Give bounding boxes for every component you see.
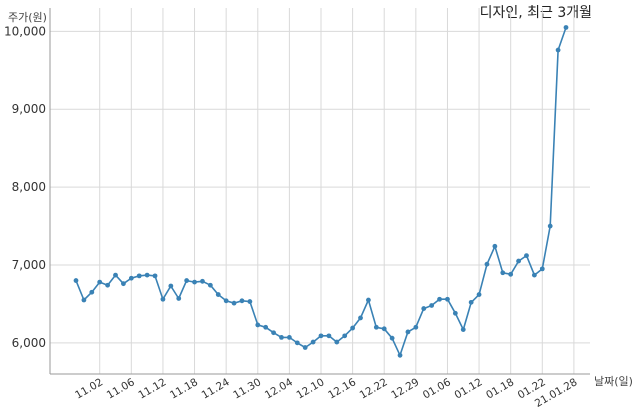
y-axis-unit-label: 주가(원) bbox=[8, 11, 47, 24]
x-tick-label: 11.02 bbox=[73, 376, 105, 401]
data-point bbox=[247, 299, 253, 304]
x-tick-label: 11.06 bbox=[105, 376, 137, 402]
y-tick-label: 7,000 bbox=[12, 258, 46, 272]
x-tick-label: 12.04 bbox=[263, 376, 295, 402]
data-point bbox=[405, 329, 411, 335]
data-point bbox=[555, 47, 561, 53]
data-point bbox=[429, 303, 435, 308]
data-point bbox=[389, 335, 395, 341]
data-point bbox=[128, 275, 134, 281]
data-point bbox=[460, 327, 466, 333]
data-point bbox=[73, 278, 79, 283]
data-point bbox=[500, 270, 506, 276]
data-point bbox=[200, 278, 205, 284]
data-point bbox=[271, 330, 276, 336]
x-tick-label: 01.18 bbox=[484, 376, 516, 401]
data-point bbox=[492, 243, 498, 249]
y-tick-label: 9,000 bbox=[12, 102, 46, 116]
data-point bbox=[358, 315, 363, 321]
data-point bbox=[207, 282, 213, 288]
data-point bbox=[437, 296, 442, 302]
chart-title: 디자인, 최근 3개월 bbox=[480, 5, 592, 21]
data-point bbox=[468, 299, 474, 305]
x-tick-label: 12.16 bbox=[326, 376, 358, 402]
x-tick-label: 12.29 bbox=[389, 376, 421, 401]
data-point bbox=[524, 253, 529, 259]
data-point bbox=[421, 306, 427, 311]
data-point bbox=[326, 333, 332, 339]
data-point bbox=[176, 296, 182, 301]
data-point bbox=[231, 300, 237, 306]
x-tick-label: 11.30 bbox=[231, 376, 263, 401]
data-point bbox=[334, 339, 340, 345]
axes bbox=[49, 8, 590, 375]
data-point bbox=[255, 322, 261, 328]
data-point bbox=[516, 258, 521, 264]
data-point bbox=[223, 298, 229, 304]
data-point bbox=[239, 298, 245, 304]
x-tick-label: 11.12 bbox=[136, 376, 168, 401]
x-axis-unit-label: 날짜(일) bbox=[594, 374, 633, 388]
data-point bbox=[381, 326, 387, 332]
data-point bbox=[531, 272, 537, 278]
data-point bbox=[294, 340, 300, 346]
x-tick-label: 12.10 bbox=[294, 376, 326, 401]
data-point bbox=[160, 296, 166, 302]
y-tick-label: 10,000 bbox=[4, 24, 46, 38]
data-point bbox=[144, 272, 150, 278]
y-tick-label: 6,000 bbox=[12, 336, 46, 350]
data-point bbox=[508, 271, 514, 277]
data-point bbox=[350, 325, 356, 331]
data-point bbox=[452, 310, 458, 316]
data-point bbox=[413, 324, 419, 330]
data-point bbox=[184, 278, 190, 283]
x-tick-label: 01.06 bbox=[421, 376, 453, 402]
data-point bbox=[286, 335, 292, 340]
data-point bbox=[539, 266, 545, 272]
data-point bbox=[152, 273, 158, 279]
grid-lines bbox=[50, 8, 590, 374]
data-point bbox=[121, 281, 126, 287]
data-point bbox=[263, 324, 269, 330]
data-point bbox=[310, 339, 316, 345]
data-point bbox=[445, 296, 450, 302]
y-axis-ticks: 6,000 7,000 8,000 9,000 10,000 bbox=[4, 24, 46, 349]
data-point bbox=[279, 335, 284, 340]
data-point bbox=[168, 283, 174, 289]
data-point bbox=[215, 292, 221, 297]
data-point bbox=[136, 273, 142, 279]
data-point bbox=[397, 352, 403, 358]
data-point bbox=[476, 292, 482, 297]
y-tick-label: 8,000 bbox=[12, 180, 46, 194]
data-point bbox=[302, 345, 308, 350]
data-point bbox=[484, 261, 490, 267]
x-tick-label: 01.12 bbox=[453, 376, 485, 401]
x-axis-ticks: 11.02 11.06 11.12 11.18 11.24 11.30 12.04 12.10… bbox=[73, 376, 579, 410]
data-point bbox=[81, 297, 87, 303]
x-tick-label: 11.18 bbox=[168, 376, 200, 401]
data-point bbox=[373, 324, 379, 330]
data-point bbox=[342, 333, 348, 339]
data-point bbox=[105, 282, 111, 288]
data-point bbox=[97, 279, 103, 285]
price-series bbox=[73, 25, 569, 358]
data-point bbox=[318, 333, 324, 339]
data-point bbox=[563, 25, 569, 30]
data-point bbox=[89, 289, 95, 295]
data-point bbox=[547, 223, 553, 229]
data-point bbox=[366, 297, 371, 303]
x-tick-label: 12.22 bbox=[358, 376, 390, 401]
data-point bbox=[192, 279, 197, 285]
data-point bbox=[113, 272, 118, 278]
x-tick-label: 11.24 bbox=[200, 376, 232, 402]
